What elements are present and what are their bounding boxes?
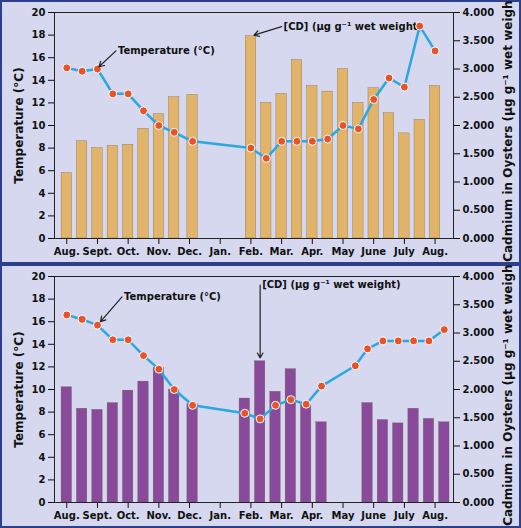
svg-text:1.000: 1.000 — [463, 176, 495, 187]
svg-text:Oct.: Oct. — [117, 510, 140, 521]
svg-text:[CD] (µg g⁻¹ wet weight): [CD] (µg g⁻¹ wet weight) — [262, 279, 401, 290]
svg-text:0: 0 — [39, 497, 46, 508]
svg-text:Temperature (°C): Temperature (°C) — [118, 45, 215, 56]
svg-text:Feb.: Feb. — [239, 246, 263, 257]
svg-text:Aug.: Aug. — [54, 246, 80, 257]
svg-text:Feb.: Feb. — [239, 510, 263, 521]
svg-text:2: 2 — [39, 474, 46, 485]
svg-text:July: July — [393, 246, 415, 257]
svg-text:2.000: 2.000 — [463, 120, 495, 131]
svg-text:2: 2 — [39, 210, 46, 221]
svg-text:June: June — [360, 246, 386, 257]
svg-text:Apr.: Apr. — [301, 246, 323, 257]
svg-text:Jan.: Jan. — [209, 510, 231, 521]
svg-text:3.000: 3.000 — [463, 327, 495, 338]
svg-text:4.000: 4.000 — [463, 7, 495, 18]
svg-text:Cadmium in Oysters (µg g⁻¹ wet: Cadmium in Oysters (µg g⁻¹ wet weight) — [501, 264, 515, 526]
svg-text:Cadmium in Oysters (µg g⁻¹ wet: Cadmium in Oysters (µg g⁻¹ wet weight) — [501, 0, 515, 262]
svg-text:May: May — [332, 510, 355, 521]
svg-text:Temperature (°C): Temperature (°C) — [12, 67, 26, 183]
svg-text:Dec.: Dec. — [177, 510, 202, 521]
svg-text:12: 12 — [32, 361, 46, 372]
svg-text:18: 18 — [32, 29, 46, 40]
svg-text:3.000: 3.000 — [463, 63, 495, 74]
svg-text:0.000: 0.000 — [463, 497, 495, 508]
svg-text:Aug.: Aug. — [54, 510, 80, 521]
svg-text:8: 8 — [39, 142, 46, 153]
svg-text:Dec.: Dec. — [177, 246, 202, 257]
svg-text:2.500: 2.500 — [463, 355, 495, 366]
svg-text:0.000: 0.000 — [463, 233, 495, 244]
svg-text:2.500: 2.500 — [463, 91, 495, 102]
svg-text:2.000: 2.000 — [463, 384, 495, 395]
svg-text:6: 6 — [39, 165, 46, 176]
svg-text:4: 4 — [39, 452, 46, 463]
svg-text:3.500: 3.500 — [463, 299, 495, 310]
svg-text:8: 8 — [39, 406, 46, 417]
svg-text:16: 16 — [32, 316, 46, 327]
svg-text:16: 16 — [32, 52, 46, 63]
svg-text:4: 4 — [39, 188, 46, 199]
svg-text:0.500: 0.500 — [463, 204, 495, 215]
svg-text:3.500: 3.500 — [463, 35, 495, 46]
svg-text:14: 14 — [32, 75, 46, 86]
svg-text:Mar.: Mar. — [270, 246, 294, 257]
svg-text:6: 6 — [39, 429, 46, 440]
svg-text:Temperature (°C): Temperature (°C) — [124, 291, 221, 302]
svg-text:Nov.: Nov. — [146, 246, 171, 257]
svg-text:Aug.: Aug. — [422, 510, 448, 521]
svg-text:0.500: 0.500 — [463, 468, 495, 479]
svg-text:May: May — [332, 246, 355, 257]
svg-text:20: 20 — [32, 271, 46, 282]
svg-text:4.000: 4.000 — [463, 271, 495, 282]
svg-text:0: 0 — [39, 233, 46, 244]
svg-text:July: July — [393, 510, 415, 521]
svg-text:[CD] (µg g⁻¹ wet weight): [CD] (µg g⁻¹ wet weight) — [284, 21, 423, 32]
svg-text:Oct.: Oct. — [117, 246, 140, 257]
svg-text:20: 20 — [32, 7, 46, 18]
svg-text:Nov.: Nov. — [146, 510, 171, 521]
svg-text:12: 12 — [32, 97, 46, 108]
svg-text:10: 10 — [32, 120, 46, 131]
svg-text:1.000: 1.000 — [463, 440, 495, 451]
svg-text:Aug.: Aug. — [422, 246, 448, 257]
svg-text:Sept.: Sept. — [83, 246, 113, 257]
svg-text:1.500: 1.500 — [463, 412, 495, 423]
svg-text:10: 10 — [32, 384, 46, 395]
svg-text:Sept.: Sept. — [83, 510, 113, 521]
svg-text:14: 14 — [32, 339, 46, 350]
svg-text:18: 18 — [32, 293, 46, 304]
svg-text:Apr.: Apr. — [301, 510, 323, 521]
svg-text:Jan.: Jan. — [209, 246, 231, 257]
svg-text:1.500: 1.500 — [463, 148, 495, 159]
svg-text:Mar.: Mar. — [270, 510, 294, 521]
svg-text:Temperature (°C): Temperature (°C) — [12, 331, 26, 447]
svg-text:June: June — [360, 510, 386, 521]
